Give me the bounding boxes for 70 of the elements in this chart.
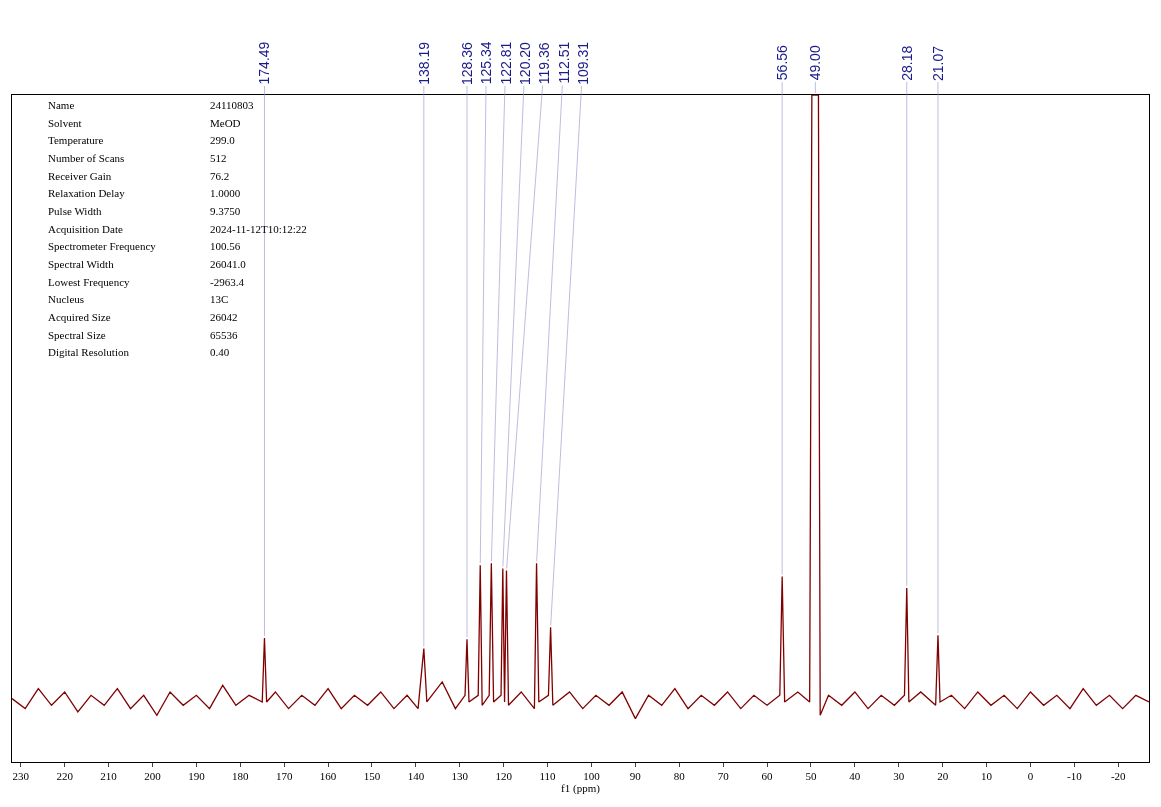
annotation: Spectral Size [48, 329, 106, 341]
annotation: 112.51 [555, 41, 572, 84]
annotation: Spectrometer Frequency [48, 240, 157, 252]
x-tick-label: 180 [232, 770, 250, 783]
annotation: 120.20 [516, 41, 533, 85]
x-tick-label: 30 [893, 770, 905, 783]
annotation: 174.49 [256, 41, 273, 85]
annotation: 119.36 [536, 42, 553, 85]
x-tick-label: 170 [275, 770, 293, 783]
annotation: -2963.4 [210, 276, 245, 288]
annotation: 109.31 [574, 41, 591, 85]
x-tick-label: 10 [981, 770, 993, 783]
x-tick-label: 230 [12, 770, 30, 783]
annotation: 128.36 [458, 41, 475, 85]
x-tick-label: 110 [539, 770, 557, 783]
annotation: 76.2 [210, 170, 230, 182]
annotation: 65536 [210, 329, 238, 341]
annotation: 13C [210, 293, 229, 305]
x-tick-label: 160 [319, 770, 337, 783]
x-tick-label: 60 [761, 770, 774, 783]
x-tick-label: -20 [1110, 770, 1127, 783]
x-tick-label: 140 [407, 770, 425, 783]
x-tick-label: -10 [1067, 770, 1083, 783]
x-tick-label: 120 [495, 770, 513, 783]
annotation: Spectral Width [48, 258, 115, 270]
x-tick-label: 0 [1027, 770, 1034, 783]
annotation: Temperature [48, 134, 104, 146]
annotation: 9.3750 [210, 205, 241, 217]
annotation: 2024-11-12T10:12:22 [210, 223, 307, 235]
annotation: 138.19 [415, 41, 432, 85]
annotation: 0.40 [210, 346, 230, 358]
annotation: 24110803 [210, 99, 255, 111]
annotation: Nucleus [48, 293, 85, 305]
annotation: 26042 [210, 311, 238, 323]
annotation: 26041.0 [210, 258, 247, 270]
annotation: Digital Resolution [48, 346, 130, 358]
x-tick-label: 190 [188, 770, 206, 783]
x-axis-title: f1 (ppm) [561, 782, 601, 796]
annotation: Lowest Frequency [48, 276, 131, 288]
x-tick-label: 150 [363, 770, 381, 783]
annotation: 299.0 [210, 134, 236, 146]
annotation: 1.0000 [210, 187, 241, 199]
x-tick-label: 130 [451, 770, 469, 783]
x-tick-label: 20 [937, 770, 949, 783]
annotation: 512 [210, 152, 227, 164]
annotation: Number of Scans [48, 152, 125, 164]
annotation: MeOD [210, 117, 241, 129]
annotation: 49.00 [807, 45, 824, 81]
x-tick-label: 50 [805, 770, 817, 783]
annotation: Acquired Size [48, 311, 111, 323]
annotation: 100.56 [210, 240, 241, 252]
x-tick-label: 80 [673, 770, 686, 783]
x-tick-label: 40 [849, 770, 861, 783]
x-tick-label: 70 [717, 770, 730, 783]
x-tick-label: 90 [629, 770, 642, 783]
annotation: Receiver Gain [48, 170, 112, 182]
annotation: 125.34 [478, 41, 495, 85]
annotation: Pulse Width [48, 205, 102, 217]
annotation: Acquisition Date [48, 223, 123, 235]
x-tick-label: 210 [100, 770, 118, 783]
annotation: Solvent [48, 117, 82, 129]
annotation: Name [48, 99, 75, 111]
annotation: 56.56 [774, 44, 791, 81]
x-tick-label: 100 [583, 770, 601, 783]
annotation: 28.18 [898, 45, 915, 81]
x-tick-label: 220 [56, 770, 74, 783]
annotation: 21.07 [929, 45, 946, 81]
annotation: Relaxation Delay [48, 187, 126, 199]
annotation: 122.81 [497, 41, 514, 85]
x-tick-label: 200 [144, 770, 162, 783]
